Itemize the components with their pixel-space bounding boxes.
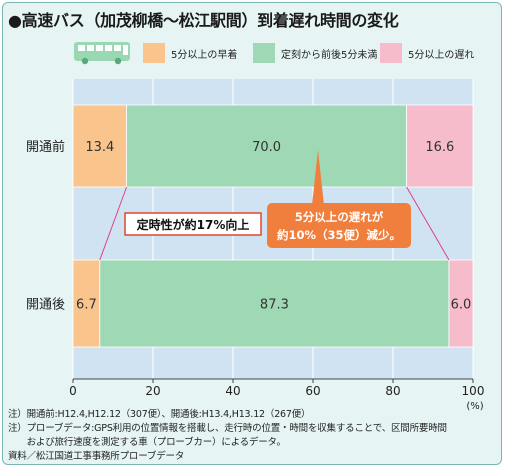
x-axis-unit: (%) — [466, 401, 483, 412]
bar-segment-early — [72, 104, 127, 188]
x-tick-label: 80 — [385, 384, 400, 398]
chart-title: ●高速バス（加茂柳橋～松江駅間）到着遅れ時間の変化 — [8, 11, 399, 30]
connector-line-late — [406, 186, 450, 261]
bar-segment-late — [406, 104, 474, 188]
legend-label-late: 5分以上の遅れ — [408, 50, 475, 61]
note-probe-data-cont: および旅行速度を測定する車（プローブカー）によるデータ。 — [8, 437, 286, 448]
x-tick-label: 60 — [305, 384, 320, 398]
bar-segment-on-time — [99, 259, 450, 348]
note-probe-data: 注）プローブデータ:GPS利用の位置情報を搭載し、走行時の位置・時間を収集するこ… — [8, 423, 447, 434]
category-label: 開通後 — [26, 298, 65, 313]
bar-value-label: 70.0 — [252, 140, 281, 155]
x-tick-label: 20 — [145, 384, 160, 398]
bar-value-label: 16.6 — [425, 140, 454, 155]
legend: 5分以上の早着 定刻から前後5分未満 5分以上の遅れ — [73, 41, 493, 65]
category-label: 開通前 — [26, 139, 65, 155]
callout-pointer — [312, 150, 324, 205]
x-tick-label: 0 — [69, 384, 77, 398]
connector-line-early — [99, 186, 128, 261]
bar-value-label: 13.4 — [85, 140, 114, 155]
bar-segment-on-time — [126, 104, 407, 188]
bus-icon — [74, 42, 130, 65]
legend-label-early: 5分以上の早着 — [171, 50, 238, 61]
annotation-box-improvement — [124, 212, 262, 236]
bar-value-label: 6.7 — [76, 298, 97, 313]
note-source: 資料／松江国道工事事務所プローブデータ — [8, 451, 185, 462]
bar-value-label: 6.0 — [451, 298, 472, 313]
callout-box-delay — [267, 203, 411, 248]
legend-swatch-late — [380, 43, 402, 63]
bar-value-label: 87.3 — [260, 298, 289, 313]
callout-line-1: 5分以上の遅れが — [295, 210, 384, 224]
bar-segment-late — [448, 259, 474, 348]
legend-label-on-time: 定刻から前後5分未満 — [281, 50, 378, 61]
x-tick-label: 100 — [462, 384, 485, 398]
bar-segment-early — [72, 259, 101, 348]
callout-line-2: 約10%（35便）減少。 — [277, 228, 401, 242]
legend-swatch-on-time — [253, 43, 275, 63]
legend-swatch-early — [143, 43, 165, 63]
x-tick-label: 40 — [225, 384, 240, 398]
annotation-improvement: 定時性が約17%向上 — [137, 217, 250, 232]
note-period: 注）開通前:H12.4,H12.12（307便）、開通後:H13.4,H13.1… — [8, 409, 311, 420]
